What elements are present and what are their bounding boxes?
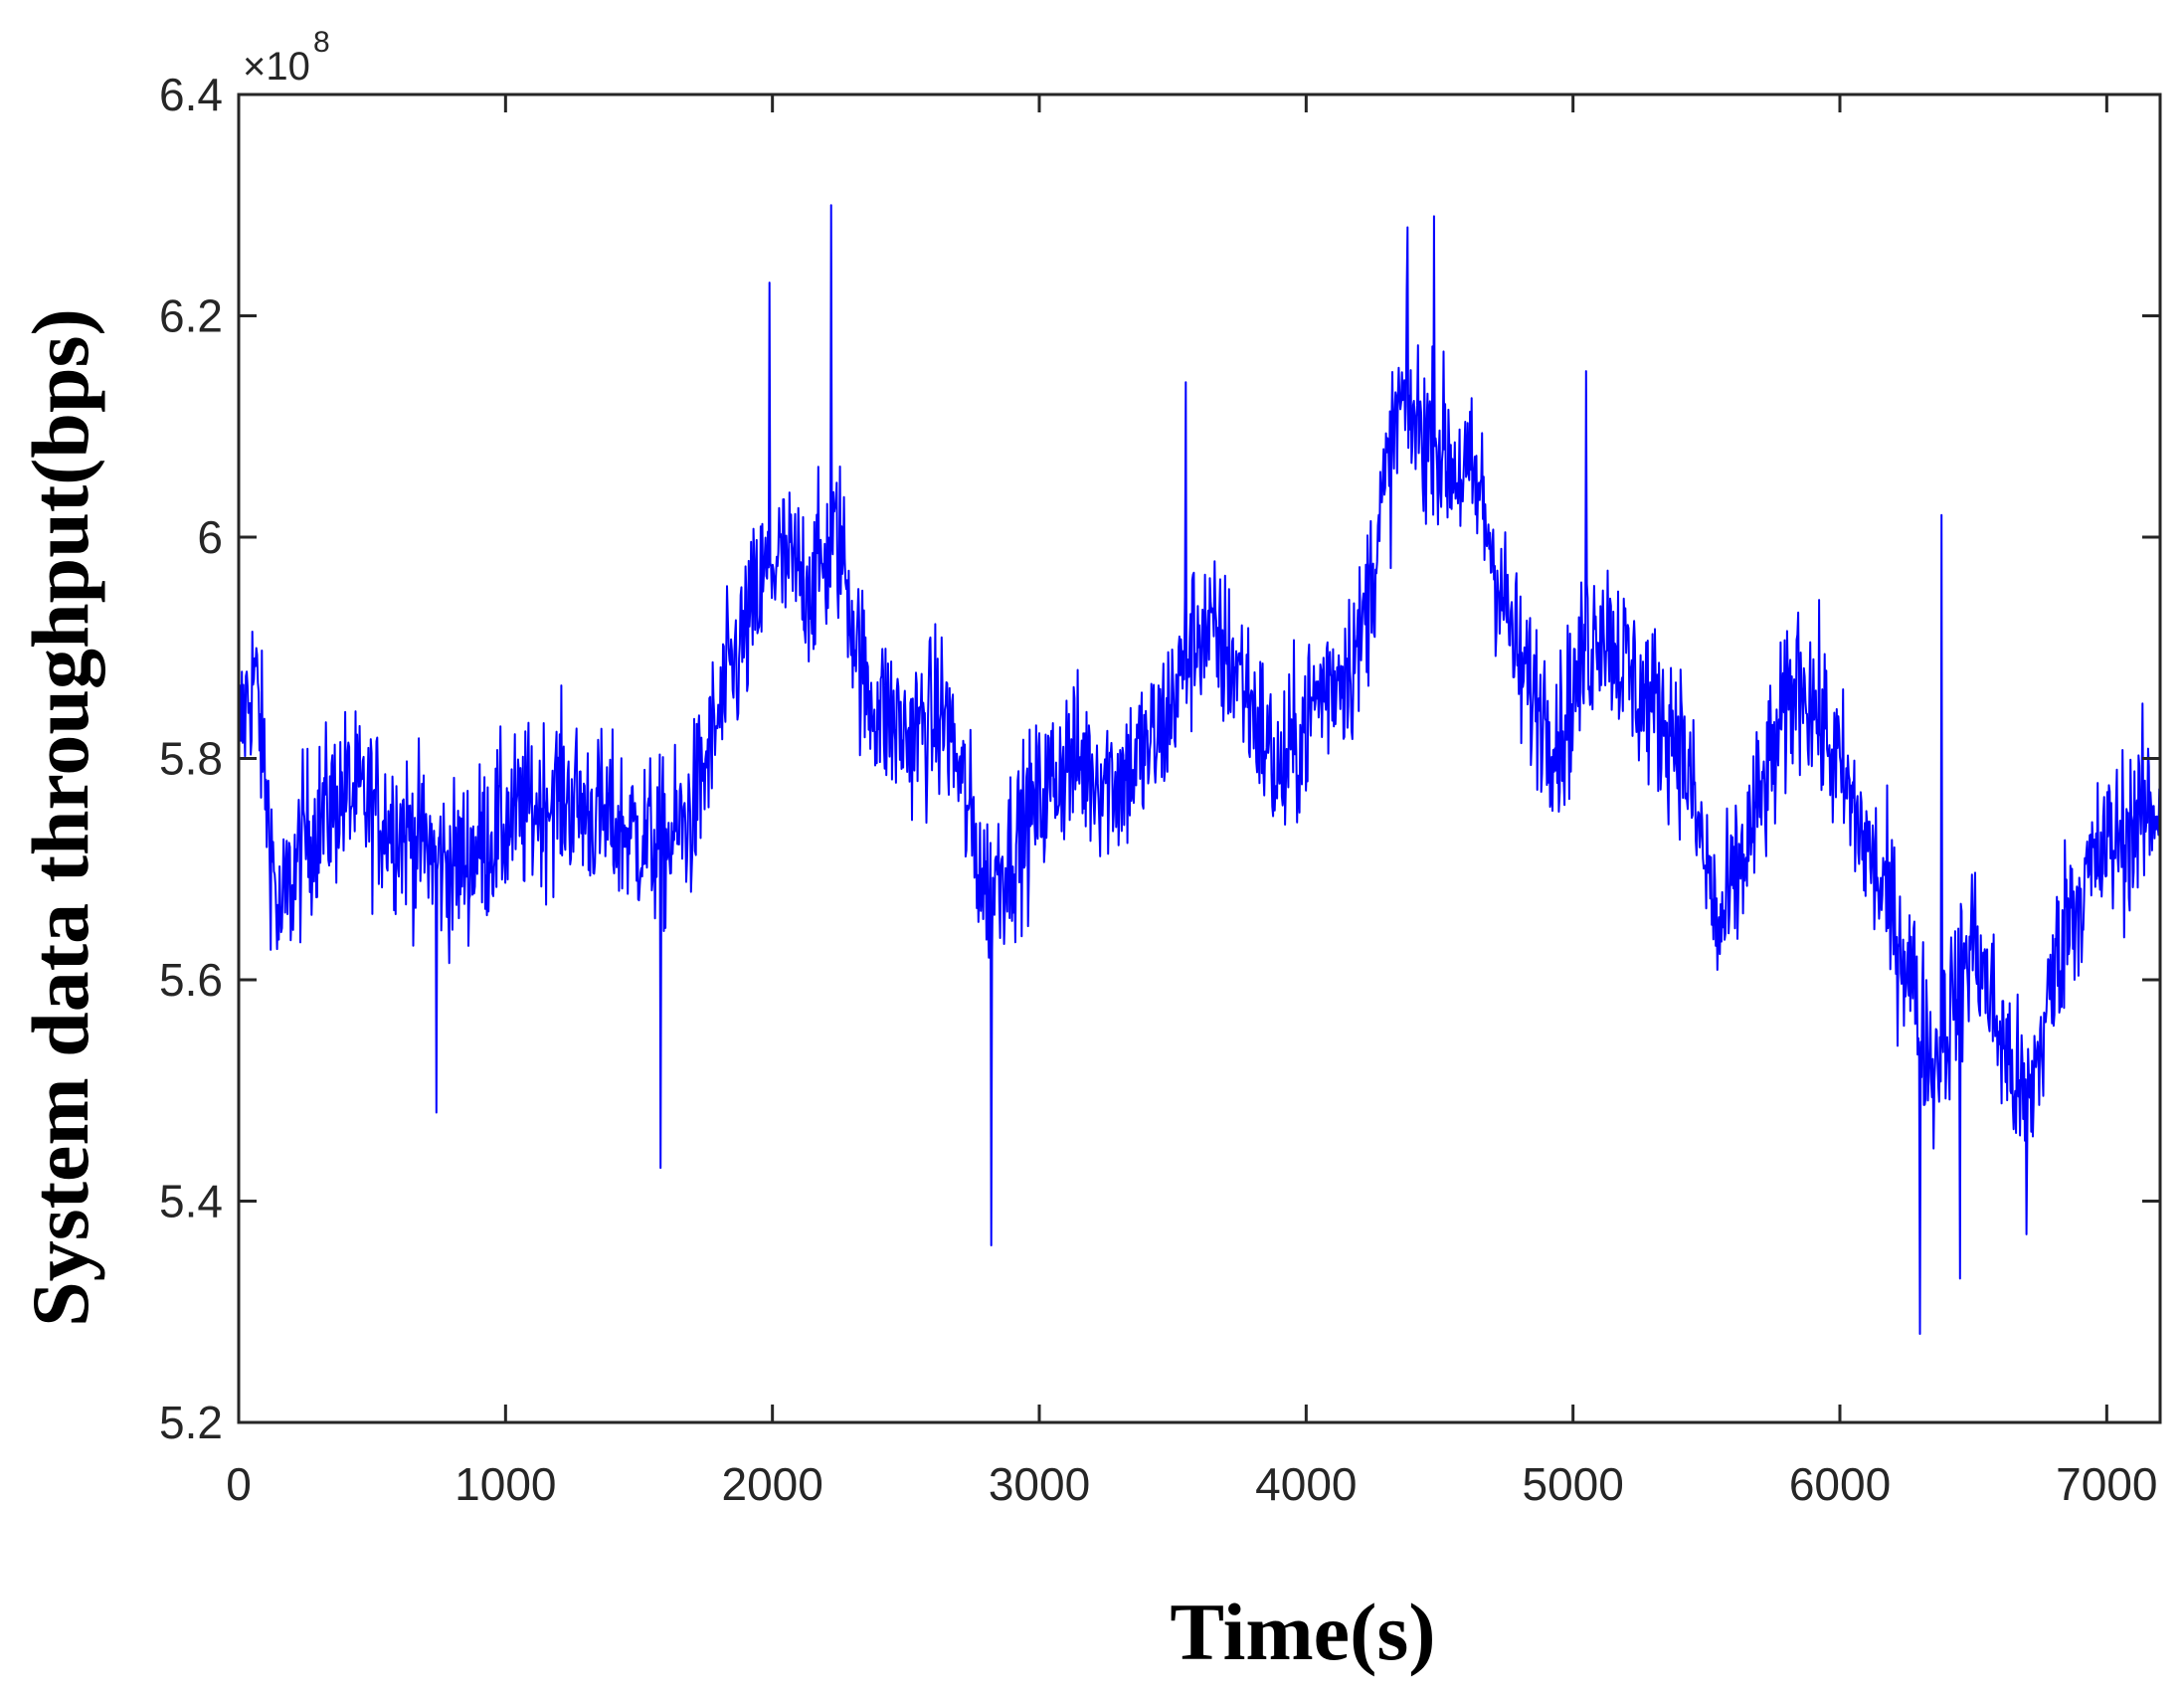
y-tick-label: 5.2 [159,1397,223,1448]
y-exponent: ×10 8 [243,26,330,89]
x-tick-label: 2000 [721,1458,822,1510]
x-tick-label: 7000 [2056,1458,2157,1510]
throughput-series-line [238,204,2161,1335]
y-tick-label: 5.6 [159,954,223,1006]
x-tick-label: 5000 [1522,1458,1623,1510]
y-exponent-base: ×10 [243,45,310,89]
x-tick-label: 1000 [455,1458,556,1510]
x-tick-label: 4000 [1255,1458,1357,1510]
y-tick-label: 6.4 [159,69,223,120]
x-axis-title: Time(s) [1170,1587,1435,1677]
x-tick-label: 6000 [1789,1458,1891,1510]
y-tick-label: 6 [197,511,223,563]
y-axis-title: System data throughput(bps) [15,308,105,1327]
y-tick-label: 5.4 [159,1176,223,1227]
y-tick-label: 5.8 [159,733,223,785]
x-tick-label: 3000 [989,1458,1090,1510]
y-exponent-power: 8 [313,26,330,59]
ticks-layer: 0 1000 2000 3000 4000 5000 6000 7000 5.2 5.4 5.6 5.… [159,69,2160,1510]
x-tick-label: 0 [226,1458,252,1510]
series-layer [238,204,2161,1335]
y-tick-label: 6.2 [159,290,223,342]
